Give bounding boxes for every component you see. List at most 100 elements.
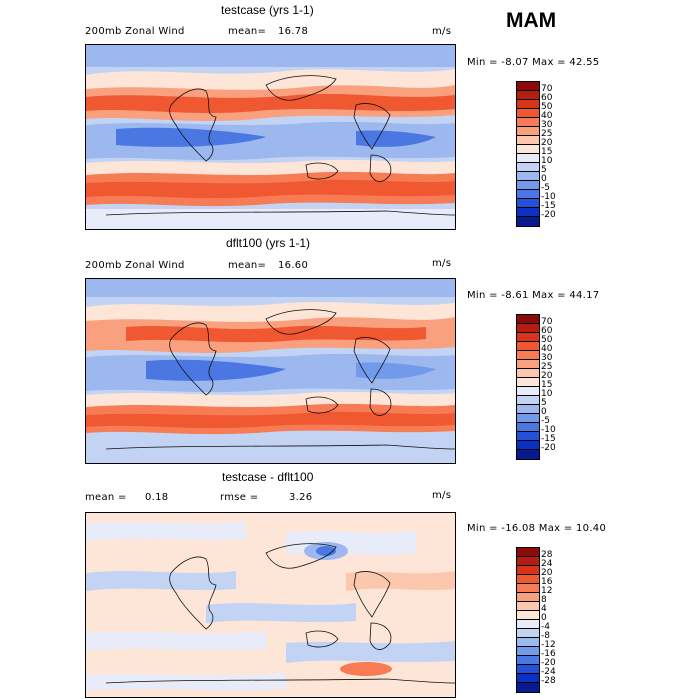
panel-1-colorbar-label: 30: [541, 120, 553, 130]
panel-3-colorbar-label: 28: [541, 550, 553, 560]
panel-1-colorbar-label: 0: [541, 174, 547, 184]
panel-1-colorbar-cell: [517, 109, 539, 118]
panel-2-title: dflt100 (yrs 1-1): [226, 236, 311, 250]
panel-3-rmse-label: rmse =: [220, 492, 259, 503]
panel-3-colorbar-cell: [517, 611, 539, 620]
panel-2-coastlines: [105, 309, 455, 450]
panel-1-field-label: 200mb Zonal Wind: [85, 26, 185, 37]
panel-1-colorbar-label: 10: [541, 156, 553, 166]
panel-1-mean-value: 16.78: [278, 26, 309, 37]
panel-1-title: testcase (yrs 1-1): [221, 3, 314, 17]
panel-1-colorbar-label: 25: [541, 129, 553, 139]
panel-3-band: [206, 603, 356, 623]
panel-3-colorbar-label: -24: [541, 667, 556, 677]
panel-2-colorbar: [516, 314, 540, 460]
panel-1-colorbar-label: 40: [541, 111, 553, 121]
panel-2-colorbar-label: 60: [541, 326, 553, 336]
panel-3-colorbar-label: 24: [541, 559, 553, 569]
panel-3-rmse-value: 3.26: [289, 492, 313, 503]
panel-2-colorbar-cell: [517, 441, 539, 450]
panel-3-band: [86, 673, 286, 691]
panel-2-colorbar-cell: [517, 342, 539, 351]
panel-1-colorbar-label: 70: [541, 84, 553, 94]
season-title: MAM: [506, 9, 557, 32]
panel-2-colorbar-cell: [517, 333, 539, 342]
panel-3-colorbar-label: 16: [541, 577, 553, 587]
panel-1-units: m/s: [432, 26, 452, 37]
panel-1-colorbar-label: 50: [541, 102, 553, 112]
panel-2-mean-label: mean=: [228, 260, 267, 271]
panel-3-colorbar-cell: [517, 683, 539, 692]
panel-2-band: [146, 359, 286, 381]
panel-1-colorbar-cell: [517, 163, 539, 172]
panel-1-map: [85, 44, 456, 230]
panel-3-colorbar-cell: [517, 557, 539, 566]
panel-2-mean-value: 16.60: [278, 260, 309, 271]
panel-3-colorbar-cell: [517, 548, 539, 557]
panel-2-band: [86, 411, 455, 429]
panel-2-colorbar-cell: [517, 396, 539, 405]
panel-3-mean-value: 0.18: [145, 492, 169, 503]
panel-2-colorbar-cell: [517, 360, 539, 369]
panel-1-colorbar-cell: [517, 145, 539, 154]
panel-1-band: [86, 179, 455, 199]
panel-3-colorbar-cell: [517, 629, 539, 638]
panel-2-band: [126, 325, 426, 343]
panel-3-title: testcase - dflt100: [222, 470, 314, 484]
panel-2-colorbar-cell: [517, 450, 539, 459]
panel-1-band: [86, 45, 455, 67]
panel-1-colorbar-label: 15: [541, 147, 553, 157]
panel-1-colorbar-cell: [517, 217, 539, 226]
panel-3-colorbar-cell: [517, 656, 539, 665]
panel-2-colorbar-label: -15: [541, 434, 556, 444]
panel-1-band: [116, 127, 266, 147]
panel-2-map: [85, 278, 456, 464]
panel-3-colorbar-label: 8: [541, 595, 547, 605]
panel-2-wind-field: [86, 279, 455, 463]
panel-3-colorbar-cell: [517, 602, 539, 611]
panel-3-colorbar-label: 4: [541, 604, 547, 614]
panel-1-colorbar-cell: [517, 136, 539, 145]
panel-2-colorbar-labels: 70 60 50 40 30 25 20 15 10 5 0 -5 -10 -1…: [541, 317, 581, 467]
panel-1-band: [86, 209, 455, 229]
panel-2-colorbar-cell: [517, 324, 539, 333]
panel-3-colorbar-label: -8: [541, 631, 550, 641]
panel-1-colorbar-label: 20: [541, 138, 553, 148]
panel-2-minmax: Min = -8.61 Max = 44.17: [467, 290, 600, 301]
panel-1-minmax: Min = -8.07 Max = 42.55: [467, 57, 600, 68]
panel-3-band: [86, 521, 246, 541]
panel-1-mean-label: mean=: [228, 26, 267, 37]
panel-3-colorbar-cell: [517, 575, 539, 584]
panel-2-colorbar-cell: [517, 414, 539, 423]
panel-1-colorbar-labels: 70 60 50 40 30 25 20 15 10 5 0 -5 -10 -1…: [541, 84, 581, 234]
panel-2-colorbar-cell: [517, 378, 539, 387]
panel-1-band: [86, 94, 455, 113]
panel-2-colorbar-label: 30: [541, 353, 553, 363]
panel-2-band: [86, 279, 455, 297]
panel-3-colorbar-label: -20: [541, 658, 556, 668]
panel-3-band: [286, 641, 455, 663]
panel-1-band: [356, 130, 436, 147]
panel-1-colorbar-cell: [517, 91, 539, 100]
panel-3-blob: [316, 546, 336, 556]
panel-1-colorbar-cell: [517, 172, 539, 181]
panel-2-colorbar-label: 5: [541, 398, 547, 408]
panel-1-colorbar-cell: [517, 118, 539, 127]
panel-3-map: [85, 512, 456, 698]
panel-2-colorbar-label: 40: [541, 344, 553, 354]
panel-1-colorbar-label: 60: [541, 93, 553, 103]
panel-2-colorbar-label: -20: [541, 443, 556, 453]
panel-3-colorbar-label: 20: [541, 568, 553, 578]
panel-3-colorbar-label: 0: [541, 613, 547, 623]
panel-2-band: [86, 437, 455, 463]
panel-3-colorbar-label: -4: [541, 622, 550, 632]
panel-3-mean-label: mean =: [85, 492, 127, 503]
panel-3-colorbar-cell: [517, 566, 539, 575]
panel-3-band: [86, 631, 266, 651]
panel-3-colorbar-cell: [517, 674, 539, 683]
panel-1-colorbar-cell: [517, 199, 539, 208]
panel-3-colorbar-cell: [517, 593, 539, 602]
panel-3-colorbar-cell: [517, 620, 539, 629]
panel-2-field-label: 200mb Zonal Wind: [85, 260, 185, 271]
panel-3-units: m/s: [432, 490, 452, 501]
